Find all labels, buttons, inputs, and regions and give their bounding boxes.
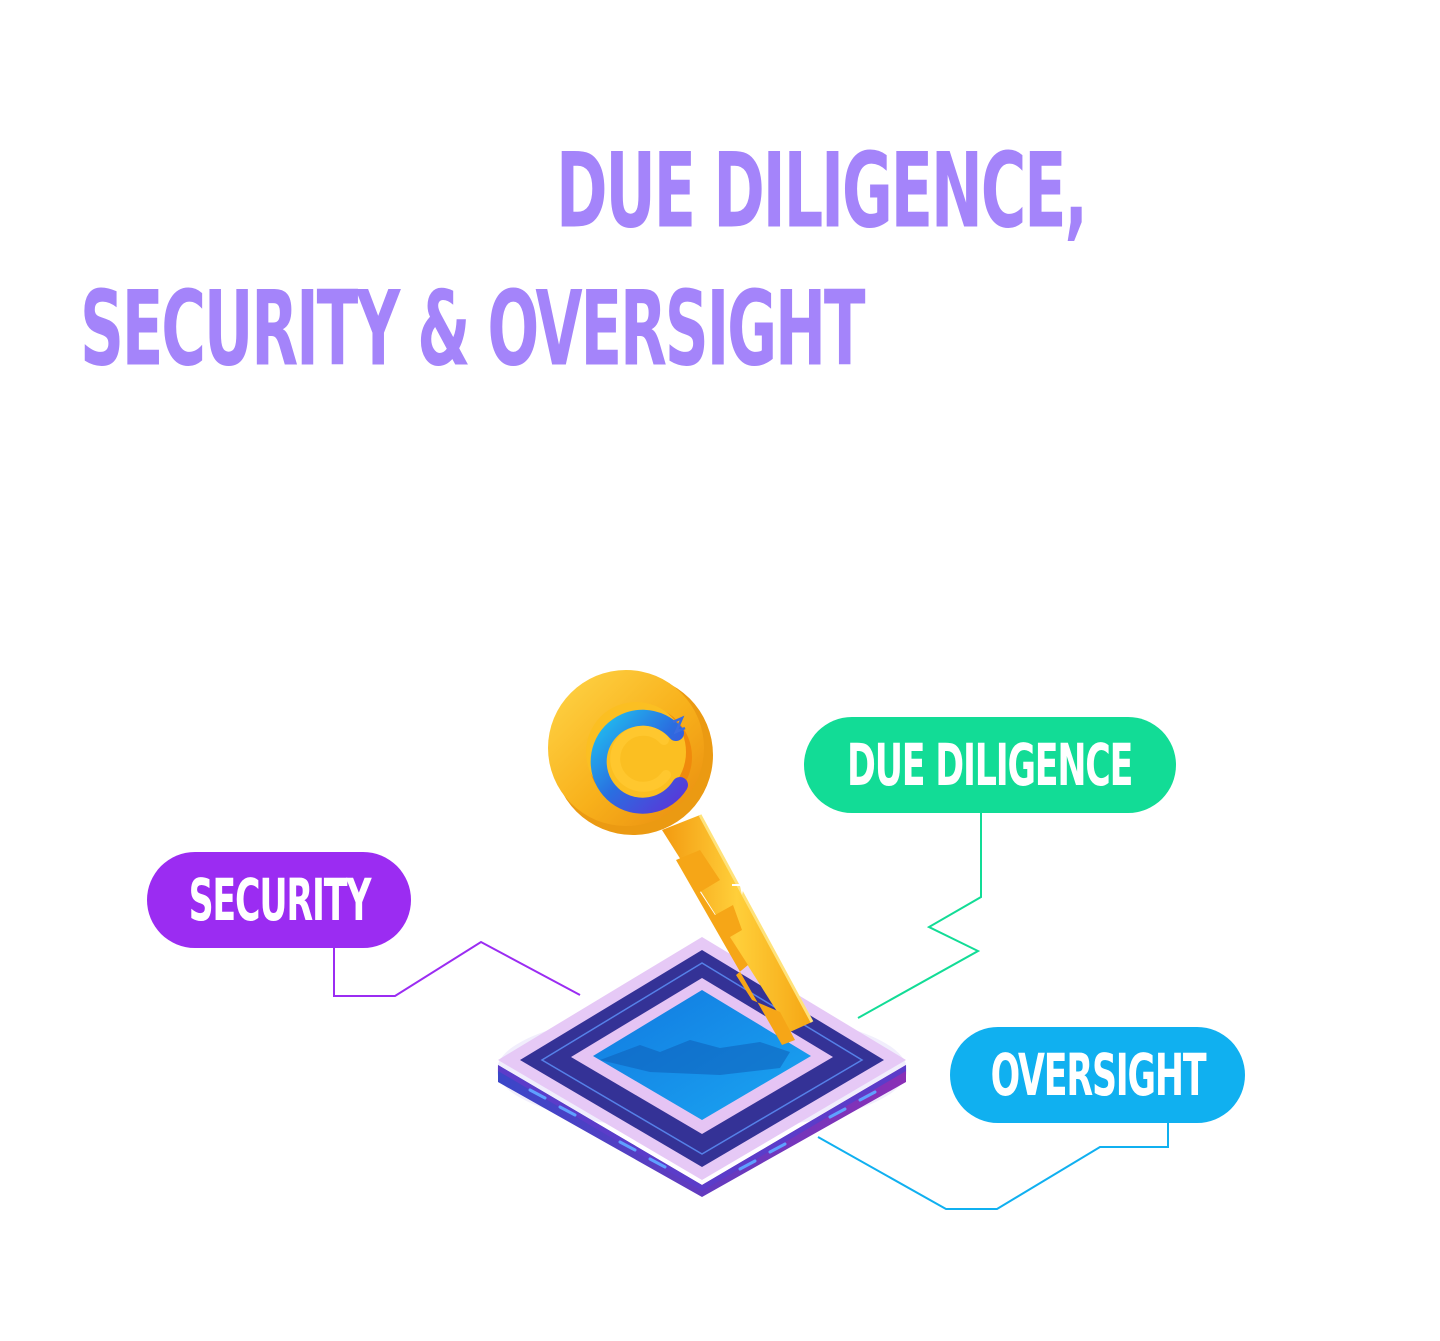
oversight-label: OVERSIGHT [950,1027,1245,1123]
key-icon [548,670,814,1045]
platform-icon [497,937,907,1197]
heading-line-1: DUE DILIGENCE, [556,131,1088,252]
connector-lines [333,812,1169,1210]
c-logo-icon [590,709,688,814]
due-diligence-label: DUE DILIGENCE [804,717,1176,813]
oversight-connector-line [817,1118,1169,1210]
heading-line-2: SECURITY & OVERSIGHT [80,269,866,390]
oversight-label-text: OVERSIGHT [990,1041,1206,1109]
security-label: SECURITY [147,852,411,948]
security-label-text: SECURITY [188,866,371,934]
due-diligence-label-text: DUE DILIGENCE [847,731,1133,799]
security-connector-line [333,940,581,997]
due-diligence-connector-line [857,812,982,1019]
